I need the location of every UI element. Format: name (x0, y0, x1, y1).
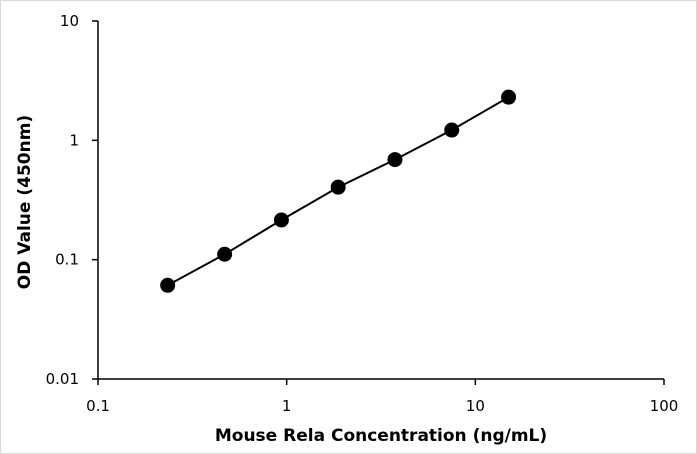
x-tick-label: 100 (650, 397, 679, 415)
y-tick-label: 1 (69, 131, 79, 149)
axes (97, 21, 664, 380)
x-tick-label: 0.1 (86, 397, 110, 415)
x-tick-label: 10 (466, 397, 485, 415)
x-axis-title: Mouse Rela Concentration (ng/mL) (215, 426, 547, 446)
y-tick-label: 0.1 (55, 251, 79, 269)
y-axis-title: OD Value (450nm) (15, 115, 35, 289)
y-ticks: 0.01 0.1 1 10 (46, 12, 98, 388)
data-point (444, 122, 460, 138)
data-point (501, 89, 517, 105)
data-point (160, 277, 176, 293)
data-point (217, 246, 233, 262)
series-layer (160, 89, 517, 293)
x-tick-label: 1 (282, 397, 292, 415)
y-tick-label: 10 (60, 12, 79, 30)
x-ticks: 0.1 1 10 100 (86, 379, 678, 415)
y-tick-label: 0.01 (46, 370, 79, 388)
data-point (387, 152, 403, 168)
data-point (273, 212, 289, 228)
data-point (330, 179, 346, 195)
